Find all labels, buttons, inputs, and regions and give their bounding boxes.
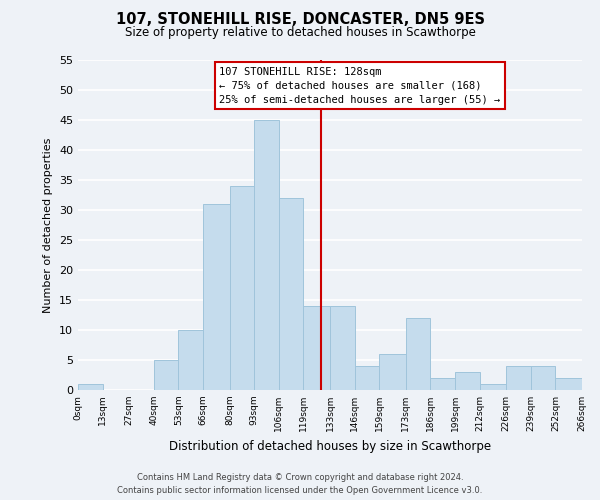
Bar — [178, 330, 203, 390]
Y-axis label: Number of detached properties: Number of detached properties — [43, 138, 53, 312]
Bar — [355, 366, 379, 390]
X-axis label: Distribution of detached houses by size in Scawthorpe: Distribution of detached houses by size … — [169, 440, 491, 452]
Bar — [430, 378, 455, 390]
Bar — [556, 378, 582, 390]
Bar — [330, 306, 355, 390]
Bar — [203, 204, 230, 390]
Text: Size of property relative to detached houses in Scawthorpe: Size of property relative to detached ho… — [125, 26, 475, 39]
Bar — [154, 360, 178, 390]
Text: Contains HM Land Registry data © Crown copyright and database right 2024.
Contai: Contains HM Land Registry data © Crown c… — [118, 474, 482, 495]
Bar — [406, 318, 430, 390]
Bar — [304, 306, 330, 390]
Bar — [279, 198, 304, 390]
Bar — [479, 384, 506, 390]
Bar — [531, 366, 556, 390]
Bar — [78, 384, 103, 390]
Bar — [506, 366, 531, 390]
Bar — [230, 186, 254, 390]
Bar — [455, 372, 479, 390]
Text: 107 STONEHILL RISE: 128sqm
← 75% of detached houses are smaller (168)
25% of sem: 107 STONEHILL RISE: 128sqm ← 75% of deta… — [219, 66, 500, 104]
Bar — [379, 354, 406, 390]
Text: 107, STONEHILL RISE, DONCASTER, DN5 9ES: 107, STONEHILL RISE, DONCASTER, DN5 9ES — [115, 12, 485, 28]
Bar — [254, 120, 279, 390]
